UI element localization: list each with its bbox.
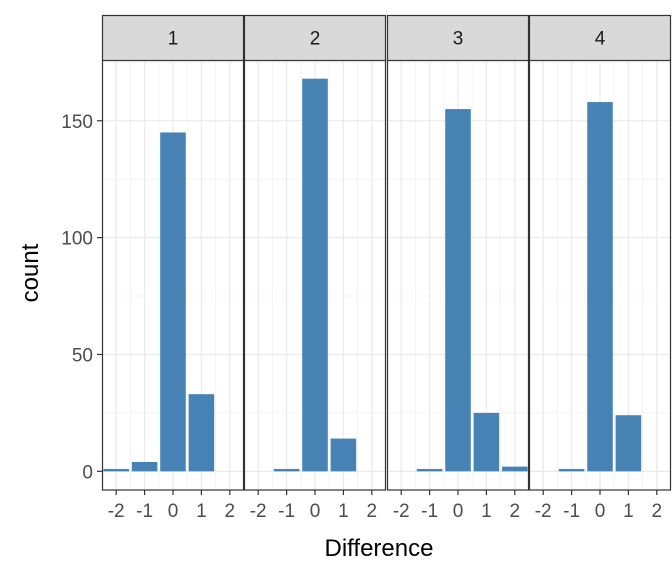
x-tick-label: 2 [225, 501, 236, 522]
histogram-bar [473, 412, 500, 472]
histogram-bar [188, 394, 215, 472]
x-tick-label: 1 [196, 501, 207, 522]
histogram-bar [103, 468, 129, 472]
y-tick-label: 100 [61, 229, 93, 250]
facet-strip-label: 3 [453, 29, 464, 50]
x-tick-label: -1 [278, 501, 295, 522]
histogram-bar [502, 466, 528, 472]
facet-panel-1: 1-2 -1 0 1 2 [101, 14, 245, 522]
y-axis: 0 50 100 150 [61, 112, 102, 483]
facet-panel-4: 4 -2 -1 0 1 2 [528, 14, 672, 522]
y-tick-label: 150 [61, 112, 93, 133]
histogram-bar [330, 438, 357, 472]
histogram-bar [302, 78, 328, 472]
facet-panel-3: 3 -2 -1 0 1 2 [386, 14, 530, 522]
x-tick-label: 1 [338, 501, 349, 522]
histogram-bar [558, 468, 585, 472]
x-tick-label: -2 [393, 501, 410, 522]
facet-strip-label: 4 [595, 29, 606, 50]
x-axis-title: Difference [325, 535, 434, 562]
x-tick-label: -2 [535, 501, 552, 522]
x-tick-label: 0 [310, 501, 321, 522]
facet-panels: 1-2 -1 0 1 22-2 -1 0 1 23-2 -1 0 1 24-2 -1 0 1 2 [101, 14, 672, 522]
facet-strip [243, 14, 387, 62]
x-tick-label: -1 [421, 501, 438, 522]
x-tick-label: 2 [510, 501, 521, 522]
facet-panel-2: 2-2 -1 0 1 2 [243, 14, 387, 522]
histogram-bar [160, 132, 186, 472]
histogram-bar [587, 102, 613, 472]
x-tick-label: -2 [108, 501, 125, 522]
x-tick-label: 2 [367, 501, 378, 522]
facet-strip-label: 1 [168, 29, 179, 50]
y-tick-label: 0 [82, 462, 93, 483]
x-tick-label: -1 [136, 501, 153, 522]
x-tick-label: -2 [250, 501, 267, 522]
histogram-bar [273, 468, 300, 472]
histogram-bar [445, 109, 471, 472]
x-tick-label: 2 [652, 501, 663, 522]
facet-strip [386, 14, 530, 62]
y-tick-label: 50 [72, 345, 93, 366]
x-tick-label: 0 [453, 501, 464, 522]
x-tick-label: 1 [623, 501, 634, 522]
histogram-bar [131, 461, 158, 472]
facet-strip [101, 14, 245, 62]
x-tick-label: 0 [595, 501, 606, 522]
x-tick-label: -1 [563, 501, 580, 522]
facet-strip-label: 2 [310, 29, 321, 50]
histogram-bar [416, 468, 443, 472]
y-axis-title: count [17, 243, 44, 302]
histogram-bar [615, 415, 642, 472]
facet-strip [528, 14, 672, 62]
x-tick-label: 0 [168, 501, 179, 522]
x-tick-label: 1 [481, 501, 492, 522]
